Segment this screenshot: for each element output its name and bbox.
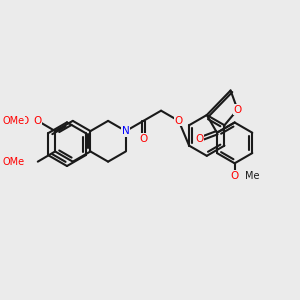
Text: N: N (122, 126, 130, 136)
Text: OMe: OMe (3, 157, 25, 167)
Text: O: O (195, 134, 203, 144)
Text: O: O (175, 116, 183, 126)
Text: Me: Me (245, 170, 259, 181)
Text: O: O (230, 170, 239, 181)
Text: O: O (34, 116, 42, 126)
Text: O: O (139, 134, 148, 144)
Text: OMe: OMe (3, 116, 25, 126)
Text: O: O (20, 116, 28, 126)
Text: O: O (233, 105, 242, 115)
